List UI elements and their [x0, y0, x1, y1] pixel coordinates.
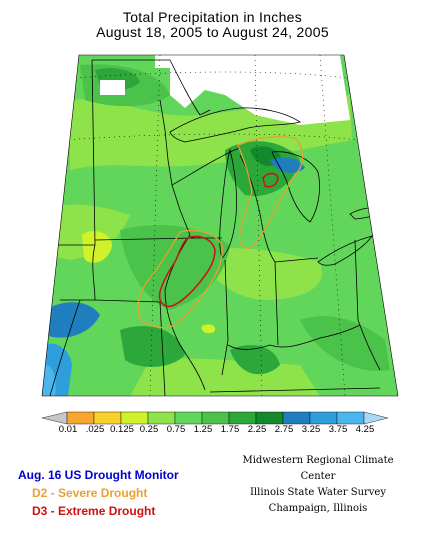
precip-zone-dark-southeast — [230, 345, 280, 375]
graticule-parallel-1 — [74, 71, 349, 79]
lake-huron — [271, 151, 320, 223]
map-title-block: Total Precipitation in Inches August 18,… — [0, 10, 425, 40]
credit-location: Champaign, Illinois — [268, 503, 368, 514]
legend-label-10: 3.75 — [328, 424, 348, 435]
graticule-lines — [63, 55, 359, 396]
boundary-mi-oh — [274, 257, 319, 263]
legend-labels: 0.01 .025 0.125 0.25 0.75 1.25 1.75 2.25… — [0, 424, 425, 438]
drought-d3-contour-small — [262, 172, 279, 188]
boundary-ia-ne — [92, 244, 96, 301]
precip-zone-light-central — [200, 248, 322, 300]
map-date-range: August 18, 2005 to August 24, 2005 — [96, 24, 329, 40]
legend-label-5: 1.25 — [193, 424, 213, 435]
legend-label-8: 2.75 — [274, 424, 294, 435]
legend-label-6: 1.75 — [220, 424, 240, 435]
graticule-meridian-1 — [149, 55, 161, 396]
legend-label-0: 0.01 — [58, 424, 78, 435]
legend-label-11: 4.25 — [355, 424, 375, 435]
legend-arrow-below-min — [41, 411, 68, 425]
drought-key-d2: D2 - Severe Drought — [32, 486, 148, 500]
boundary-oh-ky — [227, 324, 361, 350]
graticule-meridian-3 — [319, 55, 346, 396]
boundary-ky-tn — [209, 387, 381, 393]
drought-key-heading: Aug. 16 US Drought Monitor — [18, 468, 179, 482]
drought-d2-contour-west — [137, 229, 223, 329]
boundary-wv — [357, 319, 381, 371]
legend-swatch-7 — [228, 411, 257, 425]
legend-swatch-10 — [309, 411, 338, 425]
precip-zone-dark-northeast — [225, 141, 300, 196]
legend-label-7: 2.25 — [247, 424, 267, 435]
precip-zone-mid-east — [300, 316, 390, 371]
legend-swatch-3 — [120, 411, 149, 425]
boundary-mn-dakota — [91, 59, 96, 246]
legend-swatch-8 — [255, 411, 284, 425]
credit-org: Midwestern Regional Climate Center — [242, 455, 394, 482]
boundary-oh-pa — [354, 239, 359, 321]
precip-zone-yellow-1 — [82, 231, 112, 263]
legend-label-9: 3.25 — [301, 424, 321, 435]
legend-arrow-above-max — [363, 411, 389, 425]
boundary-ks-mo — [49, 299, 81, 396]
precip-zone-mid-central — [120, 225, 230, 310]
drought-key-d3: D3 - Extreme Drought — [32, 504, 156, 518]
precip-zone-yellow-3 — [201, 324, 216, 334]
legend-swatch-2 — [93, 411, 122, 425]
boundary-in-oh — [274, 261, 279, 346]
drought-monitor-key: Aug. 16 US Drought Monitor D2 - Severe D… — [18, 466, 179, 520]
no-data-area-1 — [100, 80, 125, 95]
legend-swatch-1 — [66, 411, 95, 425]
lake-superior — [169, 107, 301, 143]
boundary-mn-wi — [159, 99, 191, 236]
drought-d3-contour — [158, 235, 216, 308]
credit-survey: Illinois State Water Survey — [249, 487, 386, 498]
lake-erie — [317, 235, 373, 266]
legend-swatch-9 — [282, 411, 311, 425]
drought-d2-contour-east — [237, 136, 304, 249]
boundary-mo-east — [159, 301, 166, 396]
credits-block: Midwestern Regional Climate Center Illin… — [228, 453, 408, 517]
no-data-area-2 — [155, 55, 170, 68]
boundary-il-in — [221, 259, 229, 376]
legend-label-1: .025 — [85, 424, 105, 435]
boundary-ia-mn — [94, 237, 196, 241]
precipitation-map — [41, 54, 399, 397]
boundary-mi-up — [171, 147, 241, 186]
precip-zone-blue-west — [45, 302, 100, 338]
precip-zone-dark-south — [120, 326, 185, 367]
legend-swatch-6 — [201, 411, 230, 425]
no-data-area-3 — [170, 55, 350, 125]
legend-label-4: 0.75 — [166, 424, 186, 435]
map-title: Total Precipitation in Inches — [122, 9, 303, 25]
boundary-ia-mo — [94, 299, 161, 303]
precip-zone-blue-north — [270, 157, 305, 173]
map-border — [41, 54, 399, 397]
legend-swatch-4 — [147, 411, 176, 425]
legend-label-3: 0.25 — [139, 424, 159, 435]
legend-swatch-5 — [174, 411, 203, 425]
legend-swatch-11 — [336, 411, 365, 425]
graticule-meridian-2 — [254, 55, 263, 396]
legend-label-2: 0.125 — [110, 424, 134, 435]
precip-legend-bar — [41, 411, 389, 425]
boundary-us-canada — [92, 59, 211, 116]
